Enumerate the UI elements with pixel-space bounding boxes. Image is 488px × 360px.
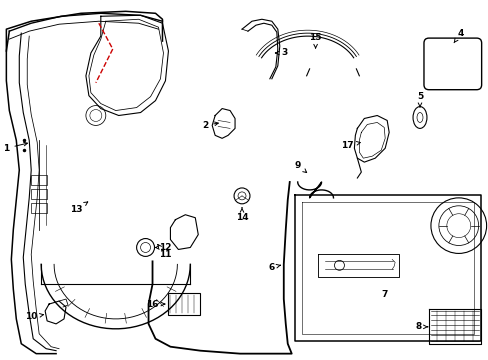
Text: 16: 16 [146,300,164,309]
Text: 15: 15 [309,33,321,48]
Text: 10: 10 [25,312,43,321]
Text: 4: 4 [453,29,463,43]
Text: 6: 6 [268,263,280,272]
Text: 7: 7 [380,289,386,298]
Text: 3: 3 [275,49,287,58]
Text: 5: 5 [416,92,422,107]
Text: 12: 12 [155,243,171,252]
Text: 13: 13 [70,202,87,214]
Bar [168,293,200,315]
Bar [31,203,47,213]
Text: 14: 14 [235,208,248,222]
Text: 2: 2 [202,121,218,130]
Text: 11: 11 [158,244,171,259]
Text: 1: 1 [3,142,27,153]
Bar [31,189,47,199]
Text: 9: 9 [294,161,306,172]
Bar [31,175,47,185]
Text: 8: 8 [415,322,427,331]
Text: 17: 17 [341,141,360,150]
